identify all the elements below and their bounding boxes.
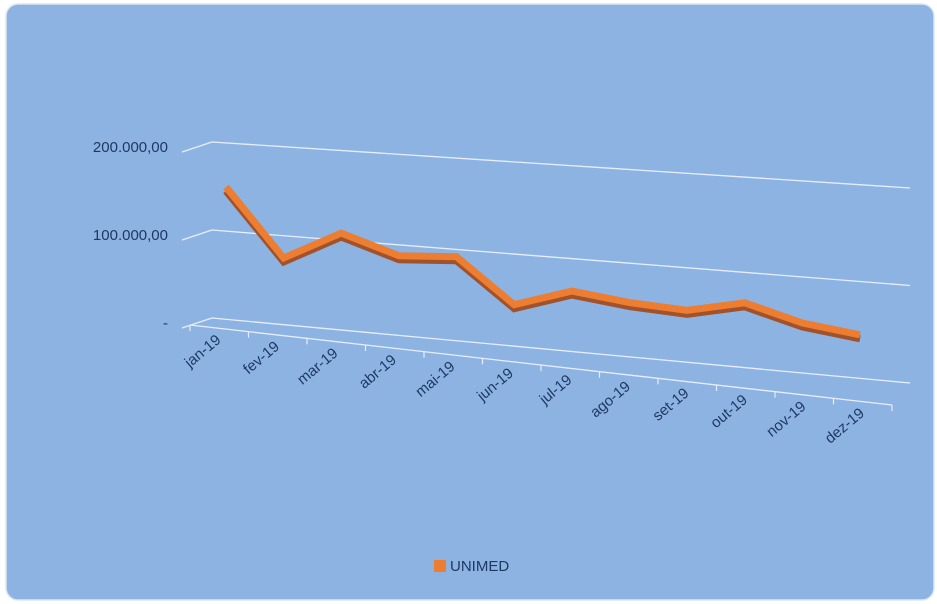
grid-line — [211, 141, 911, 189]
y-tick-label: 100.000,00 — [93, 227, 168, 244]
grid-depth — [181, 229, 213, 241]
grid-depth — [181, 141, 213, 153]
y-tick-label: - — [163, 315, 168, 332]
legend-label: UNIMED — [450, 558, 509, 575]
grid-line — [211, 317, 911, 384]
line — [223, 184, 861, 339]
y-tick-label: 200.000,00 — [93, 139, 168, 156]
ribbon-side — [223, 188, 861, 343]
grid-depth — [181, 317, 213, 329]
chart-background — [5, 3, 935, 601]
legend-swatch — [434, 560, 446, 572]
